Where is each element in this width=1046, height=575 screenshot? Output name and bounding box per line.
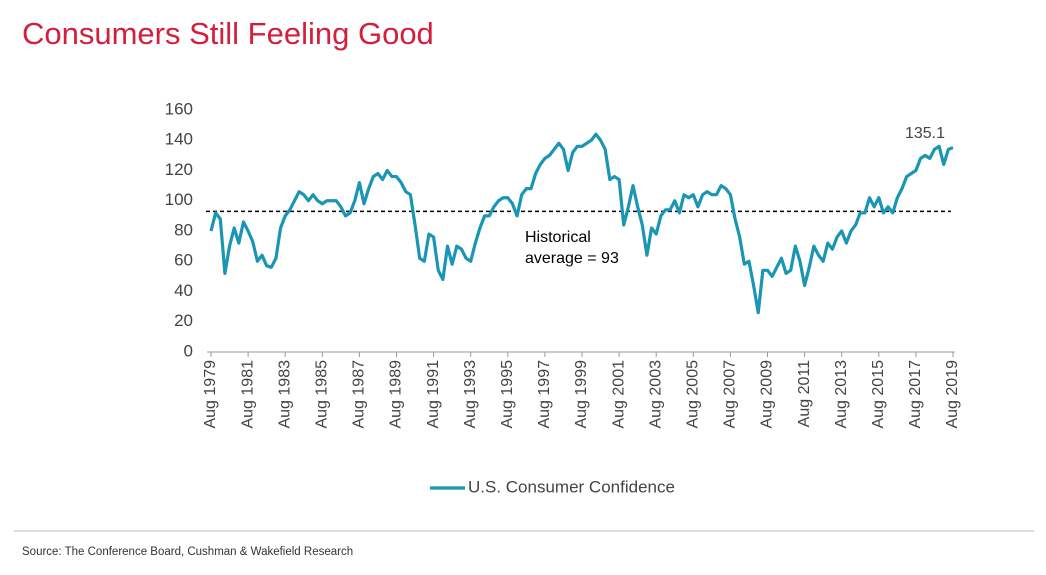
y-tick-label: 80 (174, 220, 193, 239)
x-tick-label: Aug 2003 (647, 360, 664, 429)
x-tick-label: Aug 1985 (314, 360, 331, 429)
x-tick-label: Aug 1997 (536, 360, 553, 429)
y-tick-label: 160 (165, 99, 193, 118)
average-label: Historical (525, 229, 591, 246)
source-note: Source: The Conference Board, Cushman & … (22, 546, 353, 558)
x-tick-label: Aug 2007 (722, 360, 739, 429)
x-tick-label: Aug 1989 (388, 360, 405, 429)
x-tick-label: Aug 1981 (239, 360, 256, 429)
x-tick-label: Aug 2009 (759, 360, 776, 429)
x-tick-label: Aug 1983 (276, 360, 293, 429)
y-tick-label: 140 (165, 130, 193, 149)
end-value-label: 135.1 (905, 125, 945, 142)
y-tick-label: 40 (174, 281, 193, 300)
y-tick-label: 120 (165, 160, 193, 179)
x-tick-label: Aug 2011 (796, 360, 813, 427)
x-tick-label: Aug 2019 (944, 360, 961, 429)
x-tick-label: Aug 1987 (351, 360, 368, 429)
y-tick-label: 0 (184, 341, 193, 360)
x-tick-label: Aug 2017 (907, 360, 924, 429)
y-tick-label: 20 (174, 311, 193, 330)
legend-label: U.S. Consumer Confidence (468, 477, 675, 496)
x-tick-label: Aug 1991 (425, 360, 442, 429)
x-tick-label: Aug 2005 (685, 360, 702, 429)
x-tick-label: Aug 1995 (499, 360, 516, 429)
x-tick-label: Aug 1993 (462, 360, 479, 429)
y-tick-label: 100 (165, 190, 193, 209)
x-tick-label: Aug 2001 (610, 360, 627, 429)
chart-title: Consumers Still Feeling Good (22, 16, 434, 51)
x-tick-label: Aug 1999 (573, 360, 590, 429)
y-tick-label: 60 (174, 251, 193, 270)
average-label: average = 93 (525, 250, 619, 267)
series-line (209, 132, 954, 315)
x-tick-label: Aug 2013 (833, 360, 850, 429)
x-tick-label: Aug 2015 (870, 360, 887, 429)
x-tick-label: Aug 1979 (202, 360, 219, 429)
